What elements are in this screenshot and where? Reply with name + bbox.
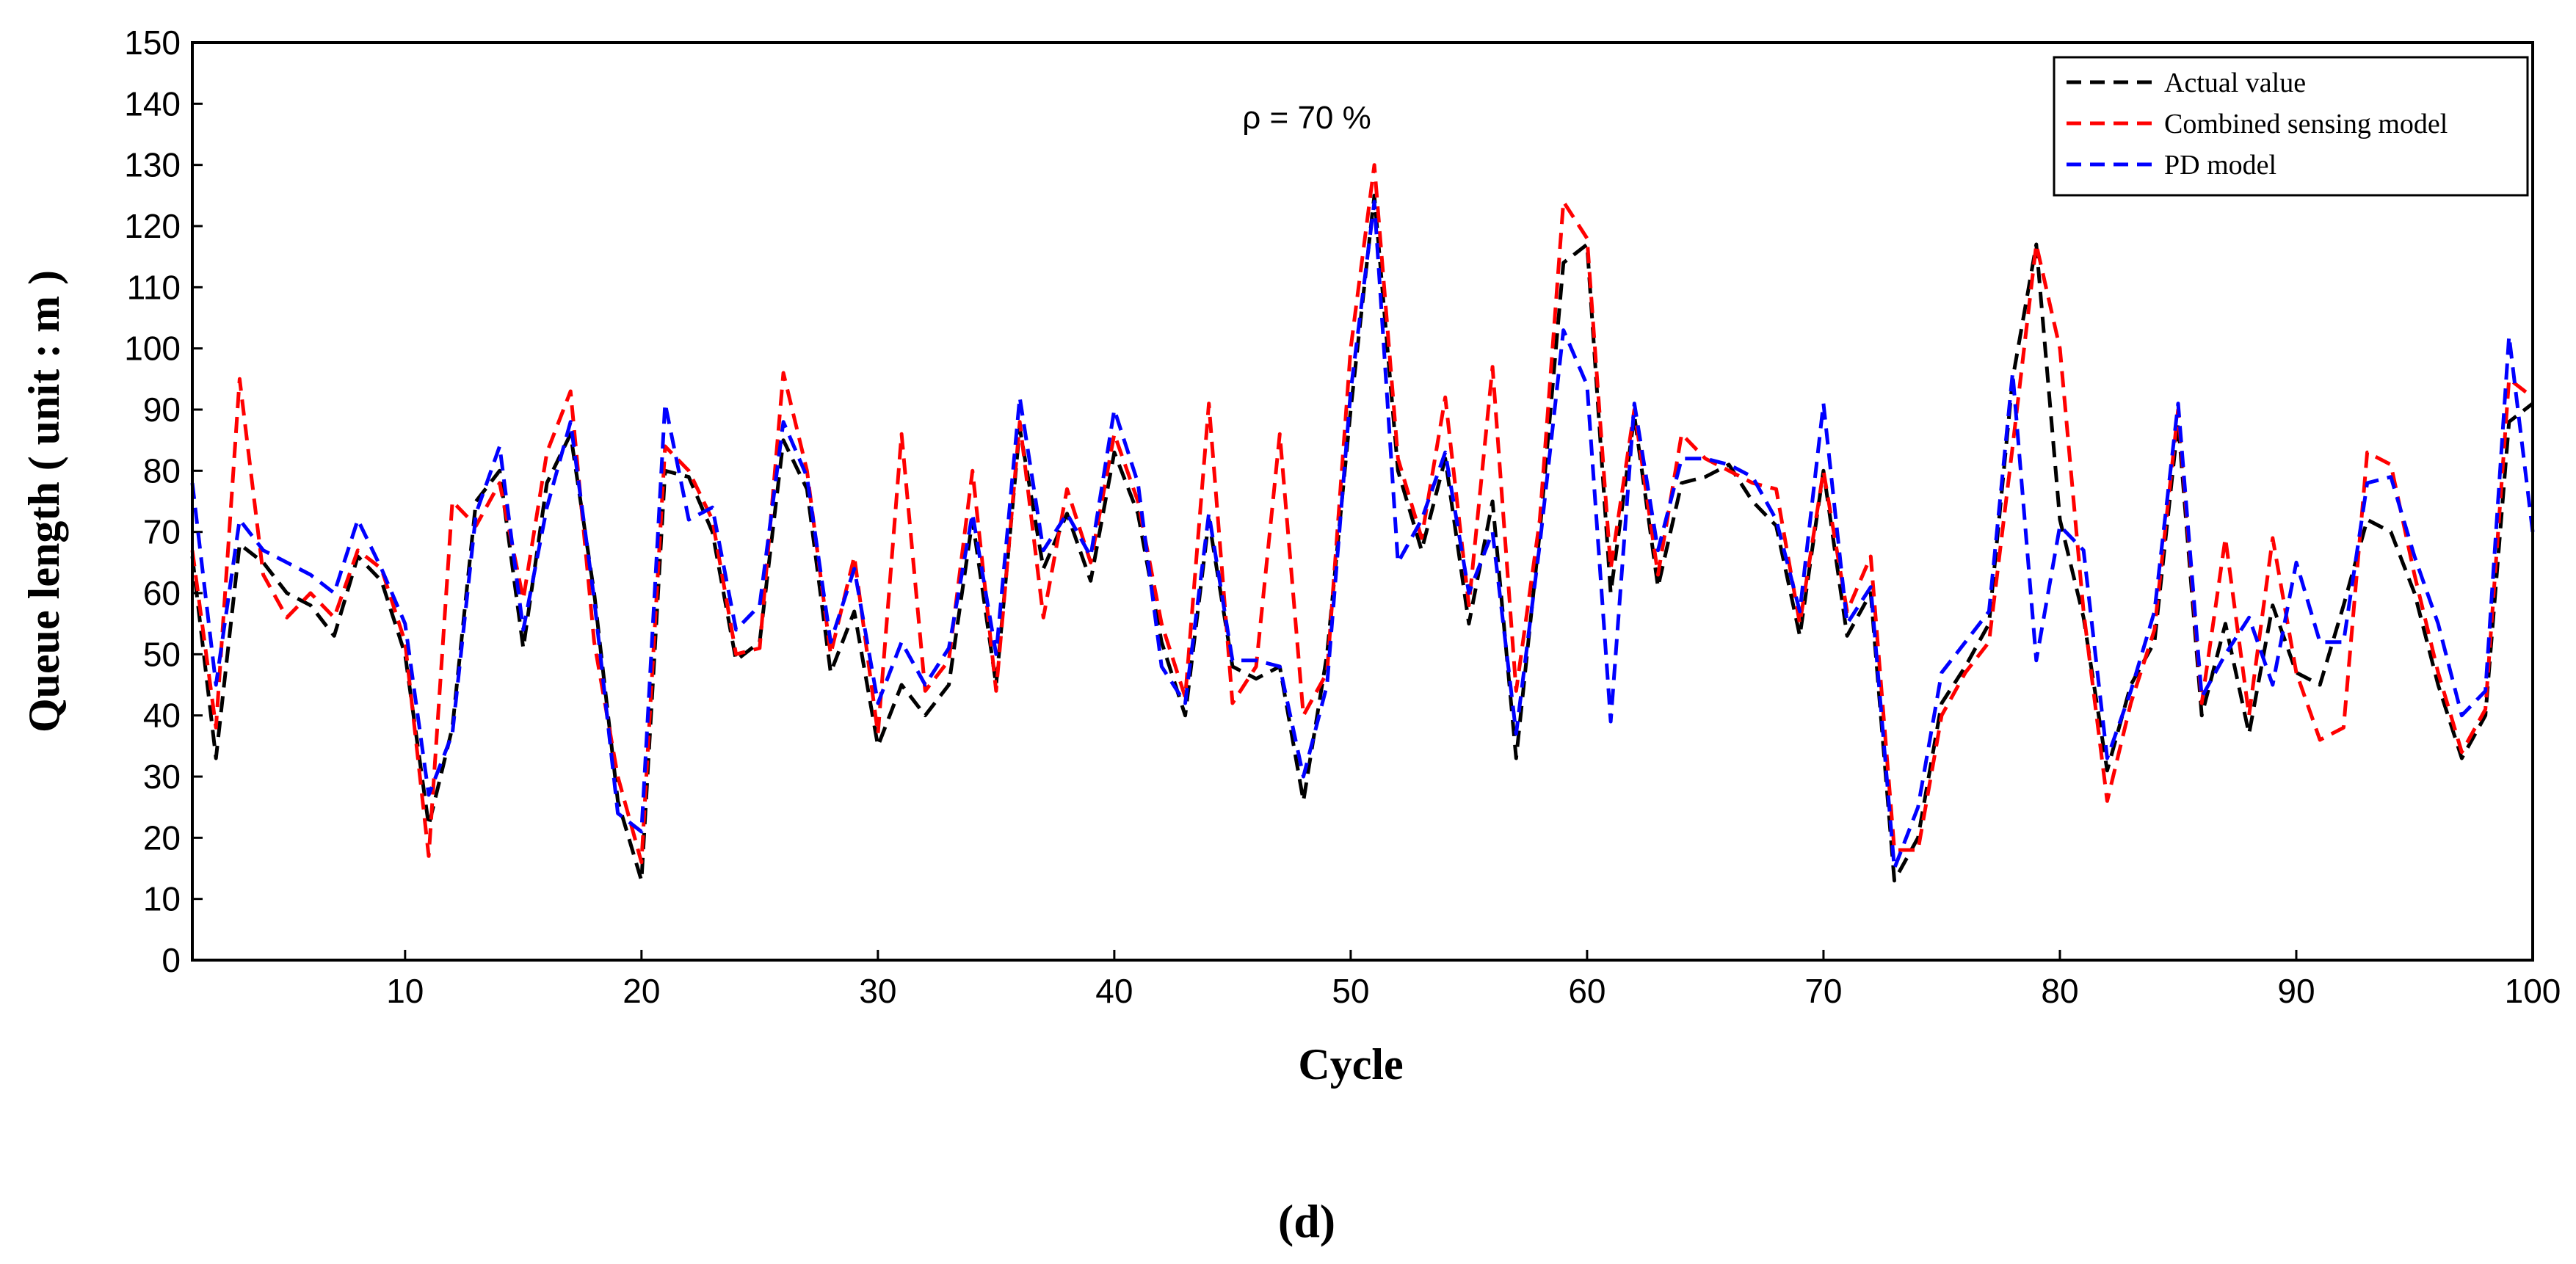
annotation-rho: ρ = 70 % <box>1242 100 1371 136</box>
figure-caption: (d) <box>1278 1195 1335 1247</box>
x-tick-label: 60 <box>1568 972 1606 1010</box>
x-axis-title: Cycle <box>1298 1040 1403 1089</box>
plot-frame <box>191 41 2534 962</box>
y-tick-label: 0 <box>162 941 181 979</box>
legend-label-2: Combined sensing model <box>2164 109 2448 139</box>
x-tick-label: 80 <box>2041 972 2078 1010</box>
y-tick-label: 10 <box>143 880 181 918</box>
y-tick-label: 110 <box>127 268 181 306</box>
legend-label-1: Actual value <box>2164 68 2306 98</box>
x-tick-label: 70 <box>1804 972 1842 1010</box>
y-tick-label: 60 <box>143 574 181 612</box>
y-tick-label: 30 <box>143 758 181 796</box>
y-tick-label: 150 <box>124 23 181 62</box>
y-axis-title: Queue length ( unit : m ) <box>20 270 68 733</box>
y-tick-label: 80 <box>143 451 181 490</box>
y-tick-label: 40 <box>143 697 181 735</box>
y-tick-label: 130 <box>124 146 181 184</box>
legend-label-3: PD model <box>2164 150 2276 181</box>
tick-layer: 0 10 20 30 40 50 60 70 80 90 100 110 120 130 140 150 10 2… <box>124 23 2561 1010</box>
legend-box <box>2053 56 2529 197</box>
series-line-3 <box>190 200 2535 871</box>
y-tick-label: 90 <box>143 391 181 429</box>
x-tick-label: 30 <box>859 972 896 1010</box>
y-tick-label: 120 <box>124 207 181 245</box>
y-tick-label: 70 <box>143 513 181 551</box>
y-tick-label: 50 <box>143 635 181 673</box>
y-tick-label: 20 <box>143 818 181 857</box>
x-tick-label: 40 <box>1095 972 1133 1010</box>
series-layer <box>190 163 2535 883</box>
x-tick-label: 50 <box>1332 972 1369 1010</box>
legend: Actual value Combined sensing model PD mod… <box>2053 56 2529 197</box>
x-tick-label: 10 <box>386 972 424 1010</box>
x-tick-label: 90 <box>2277 972 2315 1010</box>
x-tick-label: 20 <box>623 972 660 1010</box>
x-tick-label: 100 <box>2505 972 2561 1010</box>
y-tick-label: 140 <box>124 84 181 123</box>
y-tick-label: 100 <box>124 330 181 368</box>
